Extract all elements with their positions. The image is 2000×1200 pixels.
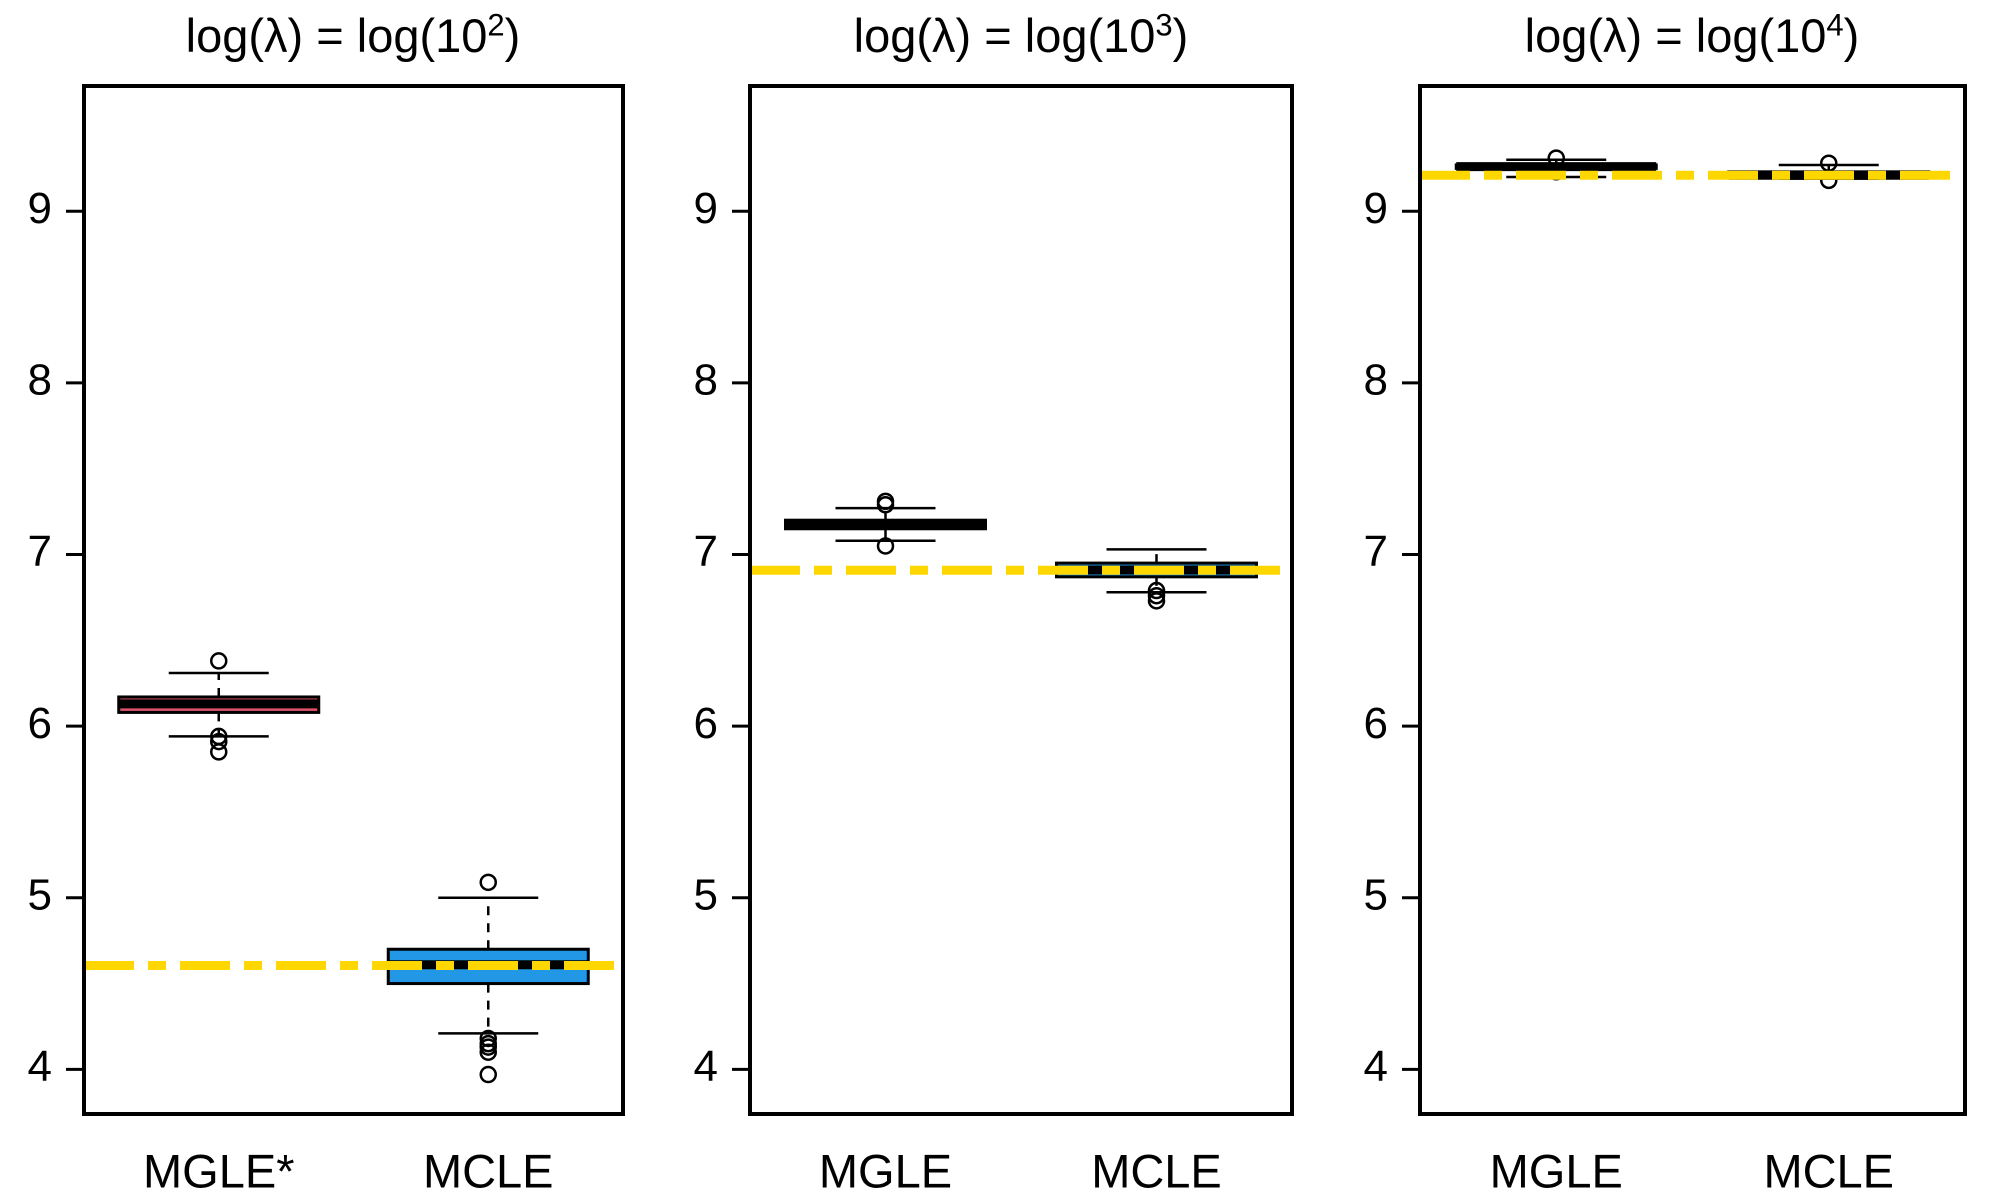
panel2-title: log(λ) = log(103) — [854, 6, 1189, 66]
y-tick-label: 8 — [694, 356, 718, 405]
y-tick-label: 4 — [1364, 1042, 1388, 1091]
category-label: MGLE* — [143, 1144, 295, 1197]
panel-border — [82, 84, 625, 1116]
panel3-title-prefix: log(λ) = log(10 — [1524, 9, 1827, 62]
outlier-point — [1820, 154, 1838, 172]
y-tick-label: 5 — [1364, 870, 1388, 919]
category-label: MGLE — [1490, 1144, 1623, 1197]
outlier-point — [1547, 149, 1565, 167]
category-label: MCLE — [1763, 1144, 1894, 1197]
y-tick-label: 7 — [28, 527, 52, 576]
panel1-title-suffix: ) — [504, 9, 521, 62]
outlier-point — [876, 537, 895, 555]
outlier-point — [1147, 592, 1166, 610]
y-tick-label: 4 — [694, 1042, 718, 1091]
category-label: MCLE — [1091, 1144, 1222, 1197]
outlier-point — [210, 743, 228, 761]
panel1-title-prefix: log(λ) = log(10 — [185, 9, 488, 62]
y-tick-label: 7 — [1364, 527, 1388, 576]
outlier-point — [210, 652, 228, 670]
y-tick-label: 7 — [694, 527, 718, 576]
y-tick-label: 8 — [1364, 356, 1388, 405]
panel3-title-exponent: 4 — [1826, 7, 1844, 43]
outlier-point — [479, 1029, 497, 1048]
panel3-title-suffix: ) — [1843, 9, 1860, 62]
y-tick-label: 5 — [694, 870, 718, 919]
y-tick-label: 9 — [1364, 184, 1388, 233]
y-tick-label: 4 — [28, 1042, 52, 1091]
outlier-point — [210, 732, 228, 751]
category-label: MGLE — [819, 1144, 952, 1197]
outlier-point — [479, 873, 497, 892]
panel3-title: log(λ) = log(104) — [1525, 6, 1860, 66]
panel2-title-suffix: ) — [1172, 9, 1189, 62]
panel2-title-prefix: log(λ) = log(10 — [853, 9, 1156, 62]
y-tick-label: 5 — [28, 870, 52, 919]
y-tick-label: 8 — [28, 356, 52, 405]
y-tick-label: 9 — [28, 184, 52, 233]
outlier-point — [1147, 586, 1166, 605]
outlier-point — [876, 496, 895, 514]
outlier-point — [479, 1038, 497, 1056]
panel-border — [1418, 84, 1967, 1116]
y-tick-label: 6 — [1364, 699, 1388, 748]
panel-border — [748, 84, 1294, 1116]
y-tick-label: 9 — [694, 184, 718, 233]
y-tick-label: 6 — [694, 699, 718, 748]
y-tick-label: 6 — [28, 699, 52, 748]
category-label: MCLE — [423, 1144, 554, 1197]
outlier-point — [1147, 581, 1166, 600]
panel1-title-exponent: 2 — [487, 7, 505, 43]
panel2-title-exponent: 3 — [1155, 7, 1173, 43]
panel1-title: log(λ) = log(102) — [186, 6, 521, 66]
outlier-point — [479, 1043, 497, 1061]
outlier-point — [479, 1065, 497, 1084]
